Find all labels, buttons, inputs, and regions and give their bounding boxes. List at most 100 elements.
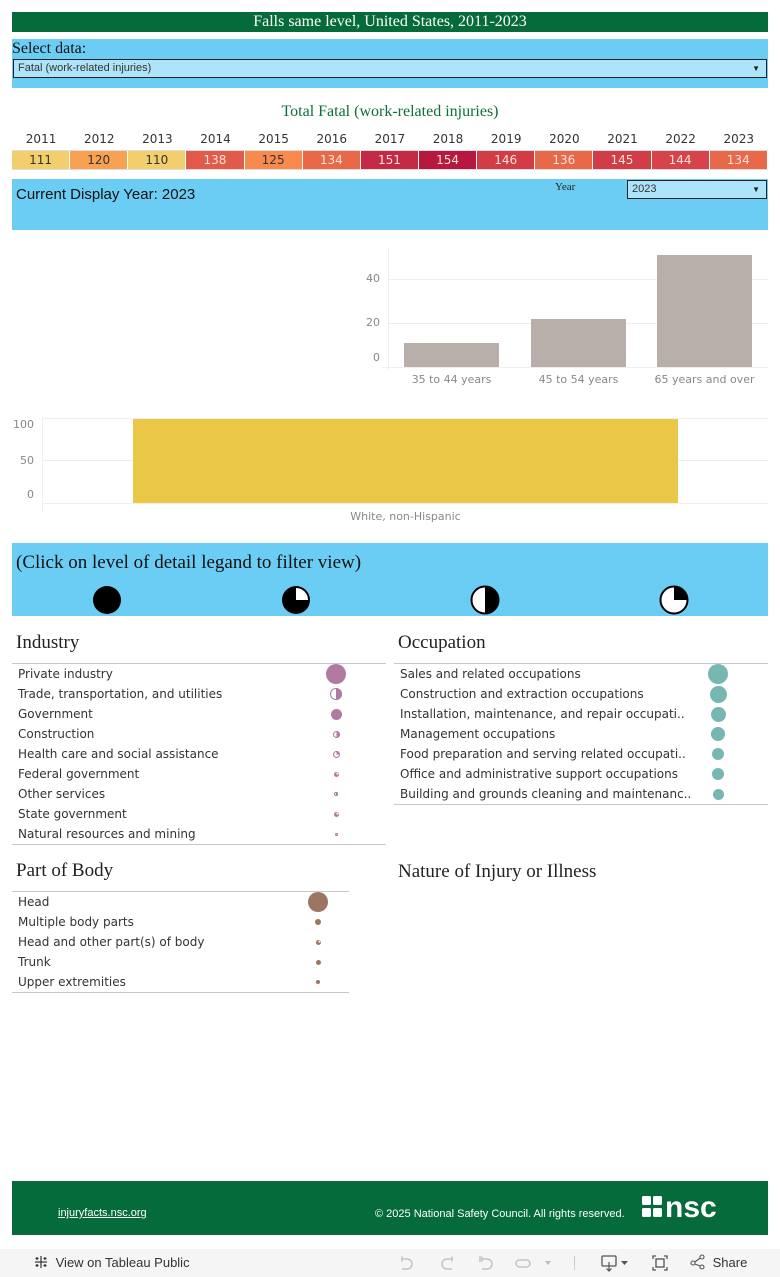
redo-icon[interactable]	[438, 1255, 456, 1271]
year-total-cell[interactable]: 136	[535, 151, 594, 169]
injuryfacts-link[interactable]: injuryfacts.nsc.org	[58, 1207, 147, 1219]
year-dropdown[interactable]: 2023 ▼	[627, 180, 767, 199]
industry-list-item[interactable]: Other services	[12, 784, 386, 804]
view-on-tableau-label: View on Tableau Public	[55, 1255, 190, 1270]
full-circle-mark-icon	[315, 959, 322, 966]
fullscreen-icon[interactable]	[651, 1254, 669, 1272]
occupation-list-item[interactable]: Construction and extraction occupations	[394, 684, 768, 704]
view-on-tableau-button[interactable]: View on Tableau Public	[34, 1249, 190, 1277]
age-bar[interactable]	[657, 254, 752, 367]
three-quarter-circle-mark-icon	[333, 811, 340, 818]
industry-list-item[interactable]: Private industry	[12, 664, 386, 684]
year-total-cell[interactable]: 120	[70, 151, 129, 169]
industry-list-item[interactable]: Government	[12, 704, 386, 724]
chevron-down-icon: ▼	[752, 64, 760, 73]
list-item-label: Natural resources and mining	[18, 827, 196, 841]
race-bar-chart: 100 50 0 White, non-Hispanic	[0, 410, 780, 530]
age-bar[interactable]	[404, 342, 499, 367]
quarter-circle-icon[interactable]	[659, 585, 689, 615]
year-total-cell[interactable]: 134	[302, 151, 361, 169]
full-circle-mark-icon	[315, 979, 321, 985]
year-header: 2023	[723, 132, 755, 146]
full-circle-mark-icon	[325, 663, 347, 685]
download-icon[interactable]	[600, 1254, 632, 1272]
year-total-cell[interactable]: 111	[12, 151, 71, 169]
year-header: 2015	[258, 132, 289, 146]
bar-white-non-hispanic[interactable]	[133, 419, 678, 503]
occupation-title: Occupation	[398, 632, 486, 653]
undo-icon[interactable]	[398, 1255, 416, 1271]
list-item-label: Food preparation and serving related occ…	[400, 747, 686, 761]
occupation-list-item[interactable]: Sales and related occupations	[394, 664, 768, 684]
list-item-label: Health care and social assistance	[18, 747, 219, 761]
gridline	[388, 279, 768, 280]
year-header: 2020	[549, 132, 580, 146]
part-of-body-list-item[interactable]: Upper extremities	[12, 972, 349, 992]
year-header: 2014	[200, 132, 231, 146]
year-total-cell[interactable]: 154	[418, 151, 478, 169]
industry-list-item[interactable]: State government	[12, 804, 386, 824]
three-quarter-circle-icon[interactable]	[281, 585, 311, 615]
part-of-body-list-item[interactable]: Multiple body parts	[12, 912, 349, 932]
year-filter-label: Year	[555, 181, 576, 193]
full-circle-mark-icon	[710, 706, 727, 723]
year-total-cell[interactable]: 151	[360, 151, 419, 169]
list-item-label: Federal government	[18, 767, 140, 781]
share-label: Share	[712, 1255, 748, 1270]
totals-title: Total Fatal (work-related injuries)	[281, 103, 499, 120]
year-total-cell[interactable]: 145	[593, 151, 652, 169]
refresh-dropdown-icon[interactable]	[514, 1255, 554, 1271]
quarter-circle-mark-icon	[332, 750, 341, 759]
year-total-cell[interactable]: 134	[709, 151, 768, 169]
industry-list-item[interactable]: Trade, transportation, and utilities	[12, 684, 386, 704]
industry-list-item[interactable]: Health care and social assistance	[12, 744, 386, 764]
industry-title: Industry	[16, 632, 80, 653]
share-button[interactable]: Share	[690, 1249, 747, 1277]
year-total-cell[interactable]: 146	[477, 151, 536, 169]
occupation-list-item[interactable]: Installation, maintenance, and repair oc…	[394, 704, 768, 724]
full-circle-mark-icon	[707, 663, 729, 685]
three-quarter-circle-mark-icon	[333, 771, 340, 778]
year-panel: Current Display Year: 2023 Year 2023 ▼	[12, 179, 768, 230]
revert-icon[interactable]	[478, 1255, 496, 1271]
part-of-body-list-item[interactable]: Head and other part(s) of body	[12, 932, 349, 952]
y-tick: 0	[27, 488, 34, 501]
occupation-list-item[interactable]: Building and grounds cleaning and mainte…	[394, 784, 768, 804]
year-total-cell[interactable]: 125	[244, 151, 303, 169]
industry-list-item[interactable]: Natural resources and mining	[12, 824, 386, 844]
year-header: 2022	[665, 132, 696, 146]
list-item-label: Construction and extraction occupations	[400, 687, 644, 701]
select-data-dropdown[interactable]: Fatal (work-related injuries) ▼	[13, 59, 767, 78]
year-header: 2018	[432, 132, 464, 146]
list-item-label: Building and grounds cleaning and mainte…	[400, 787, 692, 801]
year-total-cell[interactable]: 138	[186, 151, 245, 169]
year-total-cell[interactable]: 110	[128, 151, 187, 169]
list-item-label: Head and other part(s) of body	[18, 935, 205, 949]
nature-of-injury-title: Nature of Injury or Illness	[398, 861, 597, 882]
half-circle-icon[interactable]	[470, 585, 500, 615]
select-data-panel: Select data: Fatal (work-related injurie…	[12, 39, 768, 88]
list-item-label: Private industry	[18, 667, 113, 681]
occupation-list-item[interactable]: Food preparation and serving related occ…	[394, 744, 768, 764]
full-circle-icon[interactable]	[92, 585, 122, 615]
industry-list-item[interactable]: Federal government	[12, 764, 386, 784]
year-dropdown-value: 2023	[632, 183, 657, 195]
year-total-cell[interactable]: 144	[651, 151, 710, 169]
list-item-label: State government	[18, 807, 127, 821]
year-header: 2012	[83, 132, 115, 146]
full-circle-mark-icon	[712, 788, 725, 801]
copyright-text: © 2025 National Safety Council. All righ…	[375, 1208, 625, 1220]
footer-banner: injuryfacts.nsc.org © 2025 National Safe…	[12, 1181, 768, 1235]
list-item-label: Management occupations	[400, 727, 556, 741]
full-circle-mark-icon	[711, 767, 725, 781]
age-bar[interactable]	[531, 318, 626, 367]
totals-value-row: 111 120 110 138 125 134 151 154 146 136 145 144 134	[12, 150, 768, 170]
year-header: 2021	[607, 132, 638, 146]
part-of-body-list-item[interactable]: Trunk	[12, 952, 349, 972]
occupation-list-item[interactable]: Office and administrative support occupa…	[394, 764, 768, 784]
occupation-list-item[interactable]: Management occupations	[394, 724, 768, 744]
occupation-list: Sales and related occupations Constructio…	[394, 663, 768, 805]
select-data-value: Fatal (work-related injuries)	[18, 62, 152, 74]
part-of-body-list-item[interactable]: Head	[12, 892, 349, 912]
industry-list-item[interactable]: Construction	[12, 724, 386, 744]
